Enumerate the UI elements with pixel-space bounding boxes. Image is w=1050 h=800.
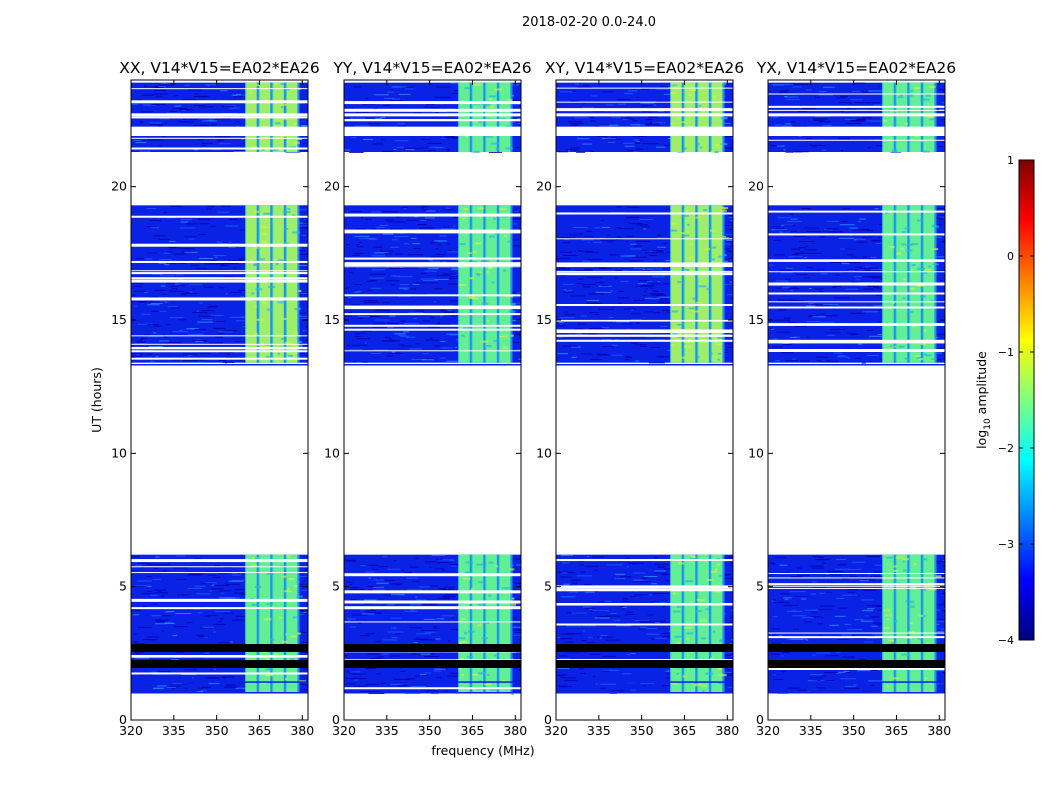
panel-frame [767,79,946,721]
data-block [768,205,945,365]
y-tick-label: 5 [756,579,764,594]
x-tick-label: 350 [630,723,654,738]
x-tick-label: 380 [715,723,739,738]
panel-title: XX, V14*V15=EA02*EA26 [119,59,319,77]
y-axis-label: UT (hours) [89,367,104,433]
y-tick-label: 15 [748,312,764,327]
panel-title: YY, V14*V15=EA02*EA26 [332,59,531,77]
colorbar-gradient [1018,159,1035,641]
x-tick-label: 365 [885,723,909,738]
x-tick-label: 335 [162,723,186,738]
y-tick-label: 0 [756,712,764,727]
y-tick-label: 10 [748,445,764,460]
x-tick-label: 365 [673,723,697,738]
data-block [344,82,521,153]
x-tick-label: 320 [332,723,356,738]
panel-yy: 320 335 350 365 380 0 5 10 15 20 YY, V14*V15=EA02*… [324,59,531,738]
panel-xy: 320 335 350 365 380 0 5 10 15 20 XY, V14*V15=EA02*… [536,59,744,738]
panel-title: XY, V14*V15=EA02*EA26 [545,59,744,77]
colorbar-label: log10 amplitude [974,351,993,449]
data-block [344,554,521,696]
y-tick-label: 20 [324,179,340,194]
data-block [344,205,521,365]
data-block [131,554,308,694]
panel-xx: 320 335 350 365 380 0 5 10 15 20 XX, V14*V15=EA02*… [111,59,320,738]
panel-yx: 320 335 350 365 380 0 5 10 15 20 YX, V14*V15=EA02*… [748,59,956,738]
y-tick-label: 15 [324,312,340,327]
x-tick-label: 320 [544,723,568,738]
x-tick-label: 335 [375,723,399,738]
y-tick-label: 10 [324,445,340,460]
panels: 320 335 350 365 380 0 5 10 15 20 XX, V14*V15=EA02*… [111,59,956,738]
colorbar-tick-label: −2 [998,442,1014,455]
colorbar-tick-label: −4 [998,634,1014,647]
y-tick-label: 10 [536,445,552,460]
x-tick-label: 350 [418,723,442,738]
data-block [131,82,308,153]
y-tick-label: 0 [332,712,340,727]
data-block [556,205,733,364]
data-block [556,82,733,154]
data-block [768,554,945,694]
colorbar: 1 0 −1 −2 −3 −4 log10 amplitude [974,154,1035,647]
x-tick-label: 320 [756,723,780,738]
x-tick-label: 320 [119,723,143,738]
data-block [556,554,733,694]
y-tick-label: 20 [748,179,764,194]
x-tick-label: 380 [927,723,951,738]
colorbar-tick-label: 0 [1007,250,1014,263]
colorbar-tick-label: −3 [998,538,1014,551]
y-tick-label: 20 [111,179,127,194]
x-tick-label: 365 [248,723,272,738]
y-tick-label: 20 [536,179,552,194]
x-axis-label: frequency (MHz) [431,743,534,758]
x-tick-label: 335 [587,723,611,738]
y-tick-label: 5 [332,579,340,594]
y-tick-label: 15 [536,312,552,327]
x-tick-label: 380 [290,723,314,738]
x-tick-label: 350 [842,723,866,738]
colorbar-tick-label: 1 [1007,154,1014,167]
y-tick-label: 5 [544,579,552,594]
x-tick-label: 350 [205,723,229,738]
y-tick-label: 10 [111,445,127,460]
y-tick-label: 15 [111,312,127,327]
suptitle: 2018-02-20 0.0-24.0 [522,15,656,30]
panel-frame [343,79,522,721]
x-tick-label: 380 [503,723,527,738]
panel-frame [555,79,734,721]
panel-frame [130,79,309,721]
x-tick-label: 335 [799,723,823,738]
colorbar-tick-label: −1 [998,346,1014,359]
y-tick-label: 5 [119,579,127,594]
y-tick-label: 0 [544,712,552,727]
x-tick-label: 365 [461,723,485,738]
data-block [768,82,945,153]
panel-title: YX, V14*V15=EA02*EA26 [756,59,956,77]
data-block [131,205,308,364]
y-tick-label: 0 [119,712,127,727]
